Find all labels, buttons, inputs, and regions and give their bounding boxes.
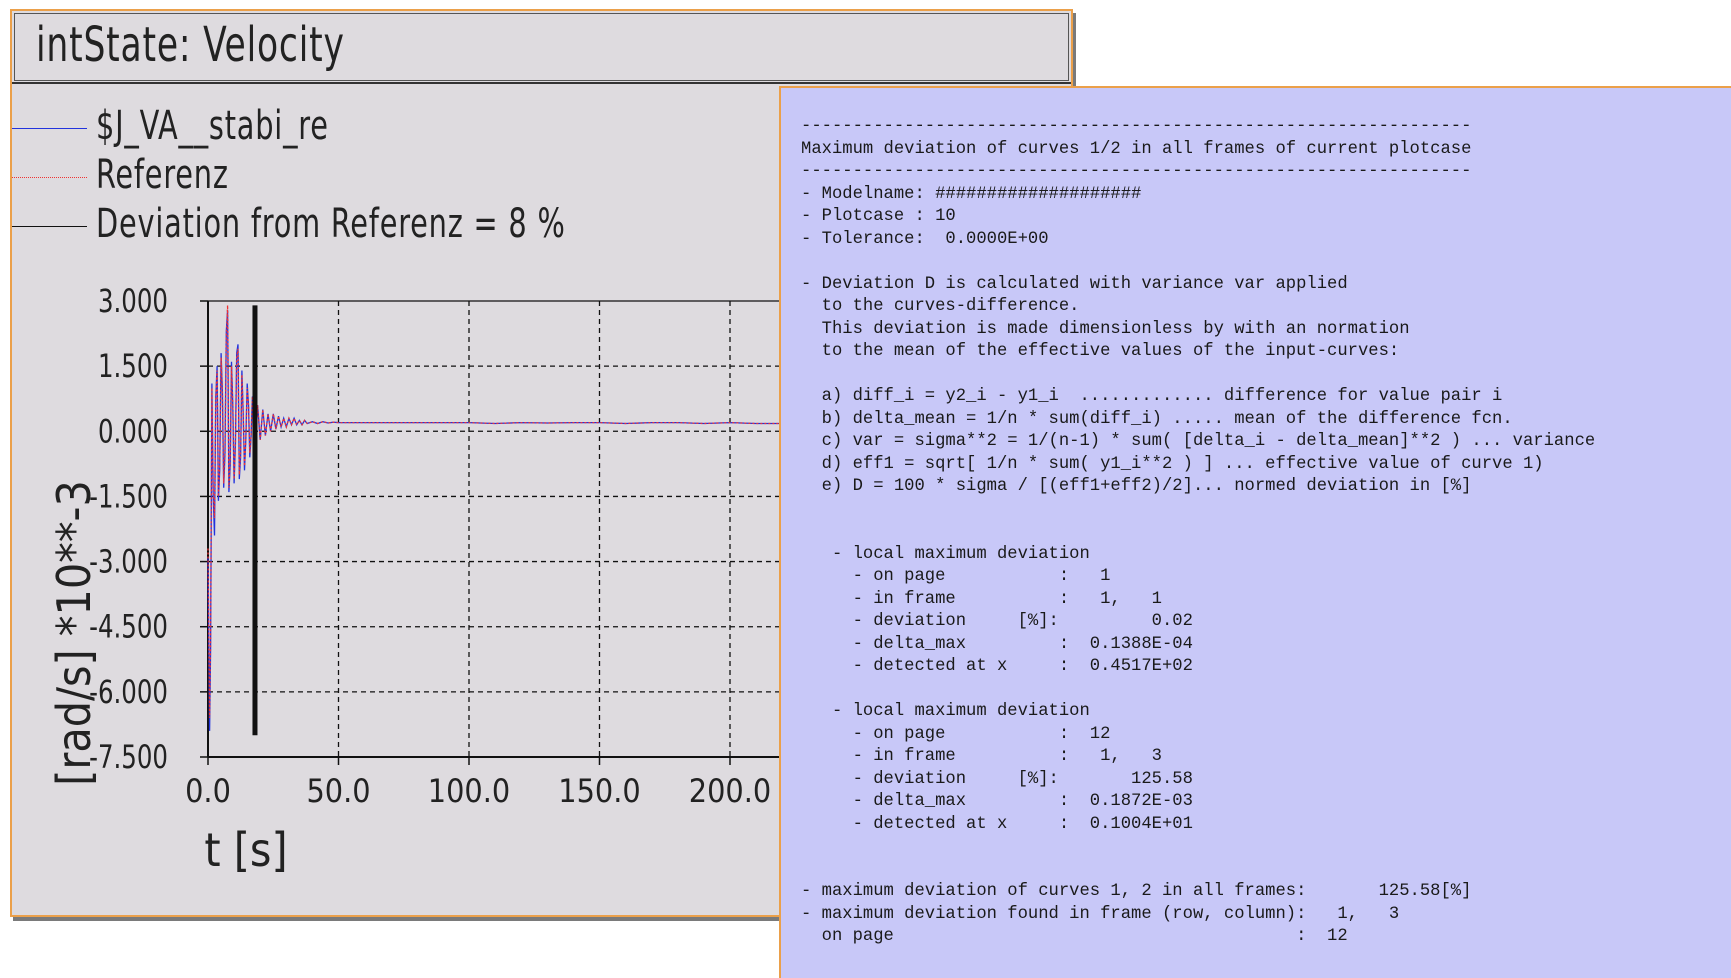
x-tick-label: 50.0 [306,772,370,810]
report-line: on page : 12 [801,927,1348,946]
legend-label-referenz: Referenz [96,152,229,198]
report-line: - Plotcase : 10 [801,207,956,226]
report-line [801,679,1595,702]
report-line [801,836,1595,859]
report-line [801,859,1595,882]
report-line: - on page : 12 [801,724,1111,744]
report-line: - Modelname: #################### [801,184,1142,204]
report-line: b) delta_mean = 1/n * sum(diff_i) ..... … [801,409,1513,429]
x-tick-label: 150.0 [558,772,640,810]
legend-label-series-1: $J_VA__stabi_re [96,103,329,149]
report-line: to the mean of the effective values of t… [801,342,1400,361]
report-line [801,251,1595,274]
report-line: - on page : 1 [801,567,1111,586]
report-line: - in frame : 1, 3 [801,747,1162,766]
series-line-1 [207,309,783,731]
report-line: - local maximum deviation [801,544,1090,564]
legend-item-series-1: $J_VA__stabi_re [12,103,712,149]
deviation-report-text: ----------------------------------------… [801,116,1595,949]
report-line: a) diff_i = y2_i - y1_i ............. di… [801,387,1503,406]
legend-swatch-red-dotted [12,177,87,178]
y-tick-label: -3.000 [89,543,168,581]
report-line: - maximum deviation found in frame (row,… [801,904,1400,924]
report-line: ----------------------------------------… [801,117,1472,136]
report-line: - deviation [%]: 125.58 [801,769,1193,789]
y-tick-label: 1.500 [98,348,168,386]
y-axis-label: [rad/s] *10**-3 [47,480,101,786]
series-line-2 [207,305,783,718]
report-line: - delta_max : 0.1872E-03 [801,792,1193,811]
legend-item-referenz: Referenz [12,152,712,198]
report-line: d) eff1 = sqrt[ 1/n * sum( y1_i**2 ) ] .… [801,454,1544,474]
legend-label-deviation: Deviation from Referenz = 8 % [96,201,566,247]
x-axis-label: t [s] [204,823,287,877]
report-line: ----------------------------------------… [801,162,1472,181]
report-line: c) var = sigma**2 = 1/(n-1) * sum( [delt… [801,432,1596,451]
report-line: - Deviation D is calculated with varianc… [801,274,1348,294]
y-tick-label: 0.000 [98,413,168,451]
legend-item-deviation: Deviation from Referenz = 8 % [12,201,712,247]
x-tick-label: 200.0 [689,772,771,810]
legend-swatch-black [12,226,87,227]
legend-swatch-blue [12,128,87,129]
y-tick-label: 3.000 [98,283,168,321]
report-line: to the curves-difference. [801,297,1080,316]
report-line: - in frame : 1, 1 [801,589,1162,609]
y-tick-label: -6.000 [89,674,168,712]
y-tick-label: -4.500 [89,609,168,647]
report-line: - maximum deviation of curves 1, 2 in al… [801,882,1472,901]
plot-title: intState: Velocity [36,17,345,73]
y-tick-label: -1.500 [89,478,168,516]
y-tick-label: -7.500 [89,739,168,777]
report-line: This deviation is made dimensionless by … [801,319,1410,339]
x-tick-label: 0.0 [185,772,231,810]
report-line: Maximum deviation of curves 1/2 in all f… [801,139,1472,159]
velocity-chart: 3.000 1.500 0.000 -1.500 -3.000 -4.500 -6.000 -… [47,283,783,877]
report-line [801,521,1595,544]
report-line: - local maximum deviation [801,702,1090,721]
report-line: - detected at x : 0.1004E+01 [801,814,1193,834]
title-frame [14,13,1069,81]
report-line: - detected at x : 0.4517E+02 [801,657,1193,676]
deviation-report-window[interactable]: ----------------------------------------… [779,86,1731,978]
report-line: e) D = 100 * sigma / [(eff1+eff2)/2]... … [801,477,1472,496]
plot-title-bar: intState: Velocity [12,11,1071,84]
report-line: - deviation [%]: 0.02 [801,612,1193,631]
x-tick-label: 100.0 [428,772,510,810]
report-line [801,499,1595,522]
report-line: - Tolerance: 0.0000E+00 [801,229,1049,249]
report-line [801,364,1595,387]
report-line: - delta_max : 0.1388E-04 [801,634,1193,654]
